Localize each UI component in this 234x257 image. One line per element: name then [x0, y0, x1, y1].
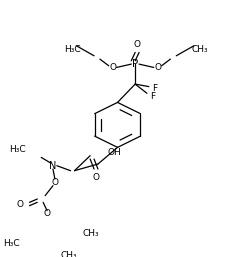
Text: O: O	[92, 173, 99, 182]
Text: CH₃: CH₃	[82, 230, 99, 238]
Text: H₃C: H₃C	[3, 240, 20, 249]
Text: O: O	[44, 209, 51, 218]
Text: O: O	[154, 63, 161, 72]
Text: CH₃: CH₃	[61, 251, 77, 257]
Text: P: P	[132, 59, 138, 69]
Text: O: O	[134, 40, 141, 49]
Text: O: O	[16, 199, 23, 208]
Text: H₃C: H₃C	[64, 45, 80, 54]
Text: F: F	[150, 92, 155, 101]
Text: CH₃: CH₃	[192, 45, 208, 54]
Text: H₃C: H₃C	[9, 145, 26, 154]
Text: N: N	[49, 161, 57, 171]
Text: O: O	[109, 63, 116, 72]
Text: OH: OH	[108, 148, 121, 157]
Text: F: F	[152, 84, 157, 93]
Text: O: O	[51, 178, 58, 187]
